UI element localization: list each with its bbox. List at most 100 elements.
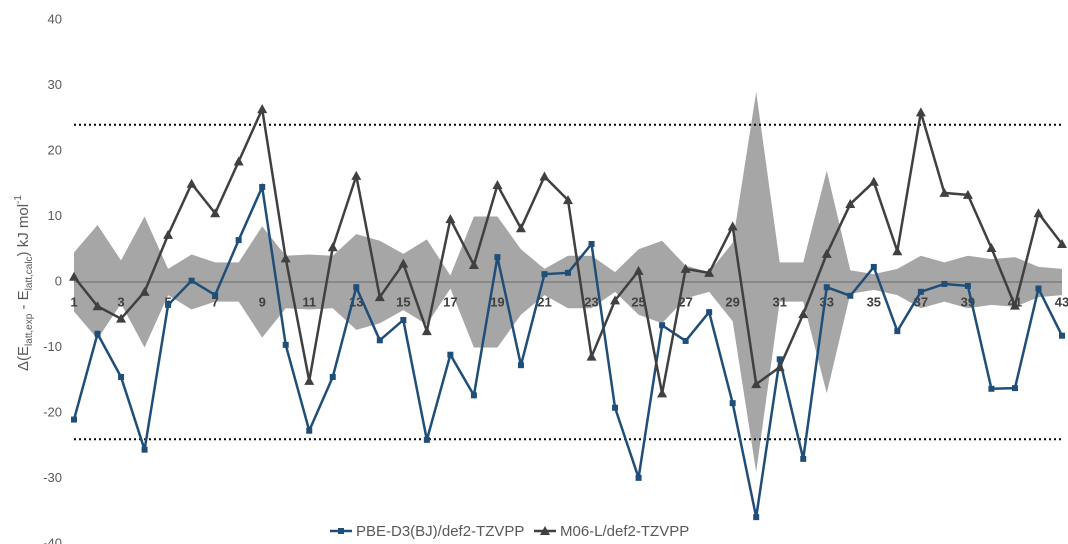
marker — [541, 271, 548, 278]
marker — [633, 265, 644, 275]
marker — [821, 248, 832, 258]
marker — [421, 326, 432, 336]
marker — [539, 171, 550, 181]
marker — [986, 242, 997, 252]
legend-label: M06-L/def2-TZVPP — [560, 523, 689, 540]
x-tick-label: 3 — [117, 294, 124, 309]
marker — [257, 104, 268, 114]
marker — [659, 322, 666, 329]
marker — [423, 436, 430, 443]
marker — [165, 301, 172, 308]
marker — [71, 416, 77, 423]
marker — [1057, 239, 1067, 249]
y-label-part: Δ(E — [15, 346, 32, 371]
marker — [235, 237, 242, 244]
y-tick-label: 20 — [48, 142, 62, 157]
series-line — [73, 104, 1063, 394]
y-label-part: ) kJ mol — [15, 204, 32, 257]
x-tick-label: 23 — [584, 294, 598, 309]
marker — [92, 301, 103, 311]
marker — [941, 280, 948, 287]
marker — [515, 223, 526, 233]
legend-label: PBE-D3(BJ)/def2-TZVPP — [356, 523, 524, 540]
y-tick-label: -10 — [43, 339, 62, 354]
marker — [635, 474, 642, 481]
legend-marker — [540, 526, 550, 535]
marker — [304, 375, 315, 385]
marker — [280, 253, 291, 263]
marker — [212, 292, 219, 299]
marker — [729, 400, 736, 407]
marker — [468, 259, 479, 269]
marker — [374, 292, 385, 302]
marker — [400, 316, 407, 323]
y-tick-label: -20 — [43, 404, 62, 419]
x-tick-label: 19 — [490, 294, 504, 309]
x-tick-label: 31 — [772, 294, 786, 309]
y-label-part: -1 — [13, 195, 24, 204]
marker — [1035, 285, 1042, 292]
marker — [282, 341, 289, 348]
marker — [494, 254, 501, 261]
marker — [1059, 332, 1065, 339]
marker — [1011, 385, 1018, 392]
marker — [398, 258, 409, 268]
marker — [327, 242, 338, 252]
marker — [565, 269, 571, 276]
marker — [962, 189, 973, 199]
y-label-part: latt,calc — [24, 256, 35, 290]
marker — [892, 246, 903, 256]
y-axis-label: Δ(Elatt,exp - Elatt,calc) kJ mol-1 — [13, 195, 35, 371]
x-tick-label: 9 — [259, 294, 266, 309]
y-label-part: - E — [15, 290, 32, 313]
marker — [682, 337, 689, 344]
marker — [753, 514, 760, 521]
marker — [563, 195, 573, 205]
legend-marker — [338, 528, 344, 534]
marker — [188, 277, 195, 284]
marker — [210, 208, 221, 218]
marker — [376, 337, 383, 344]
x-tick-label: 15 — [396, 294, 410, 309]
marker — [798, 309, 809, 319]
marker — [610, 295, 621, 305]
marker — [774, 362, 785, 372]
x-tick-label: 43 — [1055, 294, 1068, 309]
marker — [69, 271, 79, 281]
marker — [233, 156, 244, 166]
y-tick-label: 40 — [48, 11, 62, 26]
y-tick-label: 10 — [48, 208, 62, 223]
x-tick-label: 27 — [678, 294, 692, 309]
marker — [868, 176, 879, 186]
marker — [1009, 300, 1020, 310]
marker — [727, 221, 738, 231]
marker — [612, 404, 619, 411]
marker — [1033, 208, 1044, 218]
x-tick-label: 11 — [302, 294, 316, 309]
marker — [657, 388, 668, 398]
marker — [776, 356, 783, 363]
marker — [870, 263, 877, 270]
marker — [186, 178, 197, 188]
marker — [139, 286, 150, 296]
marker — [680, 263, 691, 273]
marker — [447, 351, 454, 358]
marker — [915, 107, 926, 117]
marker — [351, 170, 362, 180]
marker — [116, 313, 127, 323]
marker — [964, 282, 971, 289]
marker — [845, 199, 856, 209]
marker — [939, 187, 950, 197]
legend-item: M06-L/def2-TZVPP — [534, 523, 689, 540]
marker — [329, 373, 336, 380]
x-tick-label: 1 — [70, 294, 77, 309]
x-tick-label: 7 — [212, 294, 219, 309]
marker — [118, 373, 125, 380]
marker — [353, 284, 360, 291]
marker — [894, 328, 901, 335]
marker — [306, 427, 313, 434]
marker — [141, 446, 148, 453]
x-tick-label: 17 — [443, 294, 457, 309]
marker — [706, 309, 713, 316]
